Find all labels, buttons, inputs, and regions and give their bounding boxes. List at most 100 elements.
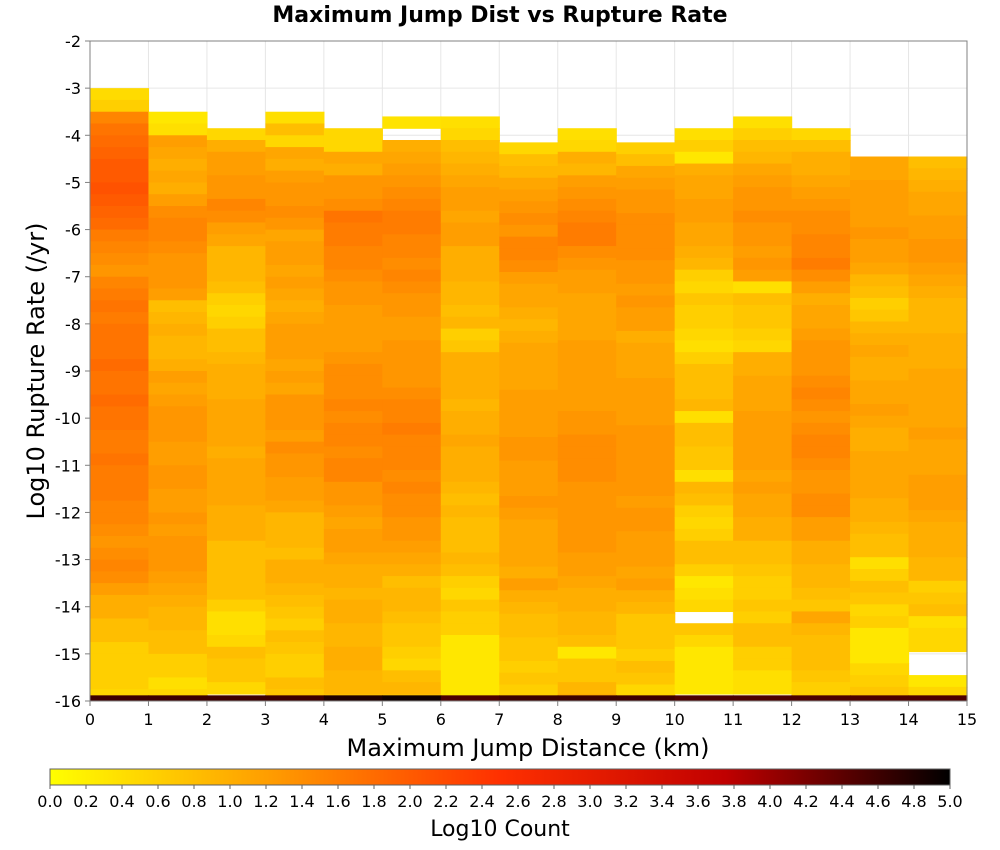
heatmap-cell [440,693,500,696]
heatmap-cell [206,422,266,436]
heatmap-cell [557,246,617,259]
heatmap-cell [265,371,325,384]
heatmap-cell [499,142,559,155]
heatmap-cell [674,151,734,165]
heatmap-cell [674,493,734,506]
heatmap-cell [265,111,325,125]
heatmap-cell [499,389,559,403]
heatmap-cell [733,234,793,247]
heatmap-cell [90,571,150,584]
heatmap-cell [557,316,617,330]
heatmap-cell [499,283,559,297]
heatmap-cell [557,587,617,601]
heatmap-cell [382,234,442,247]
x-tick-label: 0 [85,710,95,729]
heatmap-cell [557,281,617,294]
heatmap-cell [265,465,325,478]
heatmap-cell [382,340,442,353]
heatmap-cell [557,234,617,247]
heatmap-cell [908,451,968,464]
heatmap-cell [908,462,968,476]
heatmap-cell [90,170,150,184]
heatmap-cell [382,658,442,671]
heatmap-cell [791,281,851,294]
heatmap-cell [674,470,734,483]
heatmap-cell [499,460,559,473]
heatmap-cell [557,363,617,377]
heatmap-cell [206,293,266,306]
heatmap-cell [908,368,968,382]
heatmap-cell [733,269,793,283]
heatmap-cell [557,470,617,483]
heatmap-cell [382,387,442,400]
heatmap-cell [791,293,851,306]
heatmap-cell [206,481,266,495]
heatmap-cell [850,274,910,287]
heatmap-cell [206,446,266,459]
colorbar-tick-label: 4.8 [901,792,926,811]
heatmap-cell [908,333,968,346]
heatmap-cell [382,375,442,389]
heatmap-cell [908,580,968,594]
heatmap-cell [791,611,851,624]
heatmap-cell [616,283,676,297]
heatmap-cell [499,625,559,638]
heatmap-cell [499,637,559,650]
heatmap-cell [382,281,442,294]
heatmap-cell [323,552,383,565]
heatmap-cell [148,524,208,537]
heatmap-cell [265,583,325,596]
colorbar-tick-label: 3.6 [685,792,710,811]
heatmap-cell [90,194,150,207]
heatmap-cell [206,599,266,613]
heatmap-cell [557,140,617,153]
heatmap-cell [908,345,968,358]
heatmap-cell [382,257,442,271]
heatmap-cell [791,587,851,601]
heatmap-cell [791,552,851,565]
heatmap-cell [791,517,851,530]
heatmap-cell [908,498,968,511]
heatmap-cell [791,328,851,341]
heatmap-cell [791,198,851,212]
heatmap-cell [733,151,793,165]
heatmap-cell [265,689,325,696]
heatmap-cell [908,557,968,570]
heatmap-cell [206,646,266,660]
heatmap-cell [440,269,500,283]
heatmap-cell [791,422,851,436]
heatmap-cell [733,328,793,341]
heatmap-cell [323,399,383,412]
heatmap-cell [908,168,968,181]
heatmap-cell [499,330,559,344]
heatmap-cell [323,493,383,506]
heatmap-cell-bottom [148,695,208,701]
heatmap-cell [791,352,851,365]
heatmap-cell [323,517,383,530]
heatmap-cell [440,293,500,306]
colorbar-tick-label: 0.6 [145,792,170,811]
heatmap-cell [557,222,617,235]
heatmap-cell [674,222,734,235]
heatmap-cell [499,177,559,191]
heatmap-cell [499,354,559,367]
heatmap-cell [791,505,851,518]
heatmap-cell [148,653,208,667]
heatmap-cell [791,470,851,483]
colorbar-tick-label: 1.4 [289,792,314,811]
heatmap-cell [90,135,150,148]
heatmap-cell [382,623,442,636]
colorbar-tick-label: 0.4 [109,792,134,811]
heatmap-cell-bottom [908,695,968,701]
x-tick-label: 6 [436,710,446,729]
heatmap-cell [90,536,150,549]
heatmap-cell [674,552,734,565]
heatmap-cell [733,682,793,695]
heatmap-cell [148,547,208,561]
heatmap-cell [440,481,500,495]
heatmap-cell [791,387,851,400]
heatmap-cell [499,224,559,238]
heatmap-cell [265,594,325,608]
heatmap-cell [323,246,383,259]
